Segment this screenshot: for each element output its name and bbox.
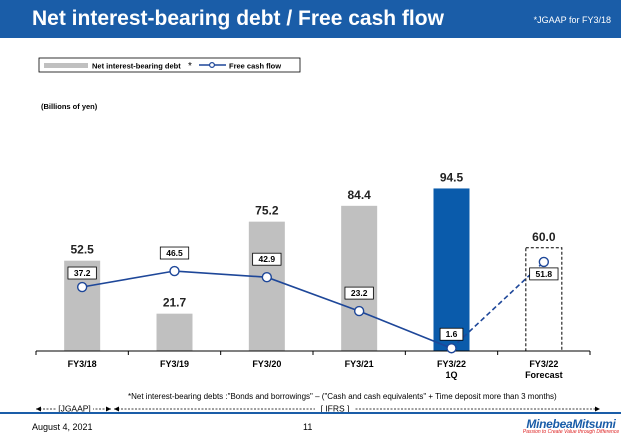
fcf-point (353, 305, 365, 317)
bar (156, 313, 193, 351)
bar-value-label: 21.7 (163, 296, 187, 310)
bar (248, 221, 285, 351)
ifrs-arrow-left (114, 406, 119, 412)
fcf-value-box (159, 246, 190, 260)
bar-value-label: 75.2 (255, 204, 279, 218)
fcf-point (538, 256, 550, 268)
category-label: FY3/20 (252, 359, 281, 369)
page-number: 11 (303, 422, 313, 432)
footnote: *Net interest-bearing debts :"Bonds and … (128, 392, 557, 401)
fcf-value-label: 1.6 (446, 329, 458, 339)
fcf-value-label: 51.8 (536, 269, 553, 279)
category-label: FY3/19 (160, 359, 189, 369)
category-label: FY3/22 (437, 359, 466, 369)
legend-line-marker (209, 62, 216, 69)
legend-bar-swatch (44, 63, 88, 68)
bar-value-label: 94.5 (440, 170, 464, 184)
title-bar: Net interest-bearing debt / Free cash fl… (0, 0, 621, 38)
jgaap-label: [JGAAP] (58, 404, 91, 413)
plot-area: 52.5 21.7 75.2 84.4 94.5 60.0 FY3/18 FY3/19 FY3/… (35, 170, 591, 380)
chart: Net interest-bearing debt * Free cash fl… (35, 57, 600, 412)
fcf-value-label: 42.9 (259, 254, 276, 264)
footer-rule (0, 412, 621, 414)
jgaap-arrow-left (36, 406, 41, 412)
ifrs-label: [ IFRS ] (321, 404, 350, 413)
fcf-value-box (439, 327, 464, 341)
legend-bar-label: Net interest-bearing debt (92, 62, 181, 71)
fcf-forecast-line (450, 261, 545, 349)
legend-box (38, 57, 301, 73)
fcf-point (169, 265, 180, 277)
fcf-value-label: 46.5 (166, 248, 183, 258)
standards-ruler: *Net interest-bearing debts :"Bonds and … (36, 392, 600, 412)
legend-line-label: Free cash flow (229, 62, 281, 71)
legend: Net interest-bearing debt * Free cash fl… (38, 57, 301, 73)
bar (341, 205, 378, 351)
company-logo: MinebeaMitsumi Passion to Create Value t… (522, 417, 620, 435)
category-label: FY3/22 (529, 359, 558, 369)
fcf-value-box (252, 252, 282, 266)
jgaap-note: *JGAAP for FY3/18 (533, 15, 611, 25)
fcf-value-box (529, 267, 559, 281)
category-label: FY3/18 (68, 359, 97, 369)
fcf-point (261, 272, 273, 283)
logo-tagline: Passion to Create Value through Differen… (522, 429, 620, 435)
legend-bar-asterisk: * (188, 61, 192, 72)
fcf-value-label: 37.2 (74, 268, 91, 278)
bar-value-label: 60.0 (532, 230, 556, 244)
fcf-value-box (67, 266, 97, 280)
fcf-point (76, 281, 88, 293)
ifrs-arrow-right (595, 406, 600, 412)
fcf-point (446, 343, 457, 354)
fcf-value-label: 23.2 (351, 288, 368, 298)
bar-value-label: 52.5 (70, 243, 94, 257)
jgaap-arrow-right (106, 406, 111, 412)
footer-date: August 4, 2021 (32, 422, 93, 432)
unit-label: (Billions of yen) (41, 102, 98, 111)
fcf-value-box (344, 286, 374, 300)
bar-value-label: 84.4 (347, 188, 371, 202)
bar (433, 188, 470, 351)
logo-brand: MinebeaMitsumi (526, 417, 616, 431)
page-title: Net interest-bearing debt / Free cash fl… (32, 7, 444, 30)
category-label: Forecast (525, 370, 563, 380)
category-label: 1Q (445, 370, 457, 380)
category-label: FY3/21 (345, 359, 374, 369)
